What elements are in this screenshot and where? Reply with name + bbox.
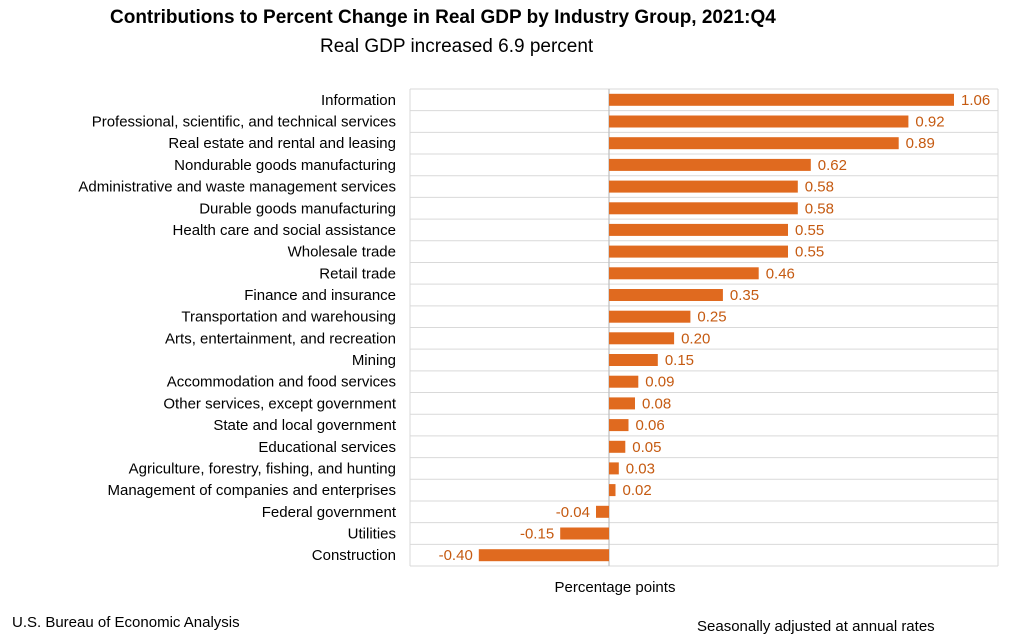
category-label: Nondurable goods manufacturing	[174, 157, 396, 174]
bar	[609, 419, 629, 432]
category-label: Management of companies and enterprises	[107, 482, 396, 499]
data-label: 0.55	[795, 244, 824, 261]
data-label: 0.89	[906, 135, 935, 152]
bar	[609, 158, 811, 171]
data-label: 0.55	[795, 222, 824, 239]
bar	[609, 289, 723, 301]
category-label: Administrative and waste management serv…	[78, 179, 396, 196]
category-label: Wholesale trade	[288, 244, 396, 261]
data-label: 0.08	[642, 395, 671, 412]
category-label: Utilities	[348, 525, 396, 542]
category-label: Arts, entertainment, and recreation	[165, 330, 396, 347]
chart-subtitle: Real GDP increased 6.9 percent	[320, 36, 594, 57]
category-label: Real estate and rental and leasing	[168, 135, 396, 152]
data-label: 0.35	[730, 287, 759, 304]
bar	[609, 115, 909, 128]
x-axis-label: Percentage points	[555, 579, 676, 596]
bar	[596, 505, 609, 518]
category-label: Construction	[312, 547, 396, 564]
bar	[609, 397, 635, 410]
data-label: 0.09	[645, 374, 674, 391]
source-note: U.S. Bureau of Economic Analysis	[12, 614, 240, 631]
data-label: 0.58	[805, 179, 834, 196]
bar	[609, 93, 954, 106]
bar	[609, 354, 658, 366]
data-label: 0.03	[626, 460, 655, 477]
chart-title: Contributions to Percent Change in Real …	[110, 7, 776, 28]
category-label: Transportation and warehousing	[181, 309, 396, 326]
bar	[609, 484, 616, 497]
data-label: 0.20	[681, 330, 710, 347]
bar	[609, 137, 899, 150]
category-label: Professional, scientific, and technical …	[92, 114, 396, 131]
category-label: Information	[321, 92, 396, 109]
category-label: Federal government	[262, 504, 397, 521]
data-label: 0.05	[632, 439, 661, 456]
category-label: Durable goods manufacturing	[199, 200, 396, 217]
data-label: 0.46	[766, 265, 795, 282]
bar	[609, 440, 626, 453]
data-label: -0.04	[556, 504, 590, 521]
category-label: Other services, except government	[163, 395, 396, 412]
data-label: 0.02	[623, 482, 652, 499]
category-label: State and local government	[213, 417, 396, 434]
data-label: 0.25	[697, 309, 726, 326]
category-label: Educational services	[258, 439, 396, 456]
category-label: Accommodation and food services	[167, 374, 396, 391]
data-label: -0.40	[439, 547, 473, 564]
bar	[609, 180, 798, 193]
seasonal-note: Seasonally adjusted at annual rates	[697, 618, 935, 635]
bar	[609, 332, 675, 345]
category-label: Mining	[352, 352, 396, 369]
data-label: 1.06	[961, 92, 990, 109]
category-label: Retail trade	[319, 265, 396, 282]
data-label: 0.15	[665, 352, 694, 369]
category-label: Health care and social assistance	[173, 222, 396, 239]
data-label: 0.92	[915, 114, 944, 131]
data-label: 0.58	[805, 200, 834, 217]
data-label: 0.06	[636, 417, 665, 434]
category-label: Finance and insurance	[244, 287, 396, 304]
bar	[609, 375, 639, 388]
category-label: Agriculture, forestry, fishing, and hunt…	[129, 460, 396, 477]
bar	[560, 527, 609, 540]
bar	[609, 223, 788, 236]
data-label: 0.62	[818, 157, 847, 174]
data-label: -0.15	[520, 525, 554, 542]
bar	[609, 310, 691, 323]
bar	[609, 245, 788, 258]
bar	[478, 549, 609, 562]
bar	[609, 202, 798, 215]
bar	[609, 267, 759, 280]
bar	[609, 462, 619, 475]
